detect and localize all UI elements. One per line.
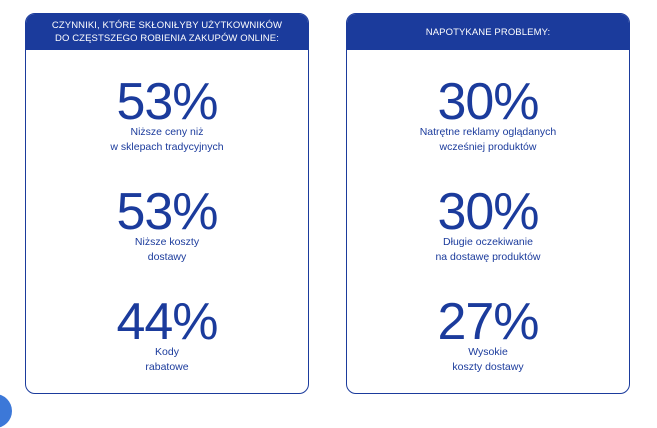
stat-description: Niższe koszty dostawy [134, 236, 200, 263]
factor-stat: 44% Kody rabatowe [26, 293, 308, 375]
problems-panel-header: NAPOTYKANE PROBLEMY: [347, 14, 629, 50]
stat-description: Kody rabatowe [145, 346, 189, 373]
factor-stat: 53% Niższe koszty dostawy [26, 183, 308, 265]
stat-description: Natrętne reklamy oglądanych wcześniej pr… [419, 126, 557, 153]
stat-description: Wysokie koszty dostawy [452, 346, 524, 373]
problem-stat: 30% Natrętne reklamy oglądanych wcześnie… [347, 73, 629, 155]
problems-panel-title: NAPOTYKANE PROBLEMY: [425, 26, 551, 38]
decorative-corner-circle [0, 394, 12, 428]
factors-panel-title: CZYNNIKI, KTÓRE SKŁONIŁYBY UŻYTKOWNIKÓW … [51, 20, 283, 44]
stat-description: Niższe ceny niż w sklepach tradycyjnych [110, 126, 224, 153]
stat-percentage: 53% [116, 73, 218, 131]
stat-description: Długie oczekiwanie na dostawę produktów [435, 236, 541, 263]
stat-percentage: 30% [437, 183, 539, 241]
factors-panel: CZYNNIKI, KTÓRE SKŁONIŁYBY UŻYTKOWNIKÓW … [25, 13, 309, 394]
problem-stat: 27% Wysokie koszty dostawy [347, 293, 629, 375]
stat-percentage: 44% [116, 293, 218, 351]
stat-percentage: 27% [437, 293, 539, 351]
problems-panel: NAPOTYKANE PROBLEMY: 30% Natrętne reklam… [346, 13, 630, 394]
factor-stat: 53% Niższe ceny niż w sklepach tradycyjn… [26, 73, 308, 155]
stat-percentage: 53% [116, 183, 218, 241]
stat-percentage: 30% [437, 73, 539, 131]
factors-panel-header: CZYNNIKI, KTÓRE SKŁONIŁYBY UŻYTKOWNIKÓW … [26, 14, 308, 50]
problem-stat: 30% Długie oczekiwanie na dostawę produk… [347, 183, 629, 265]
